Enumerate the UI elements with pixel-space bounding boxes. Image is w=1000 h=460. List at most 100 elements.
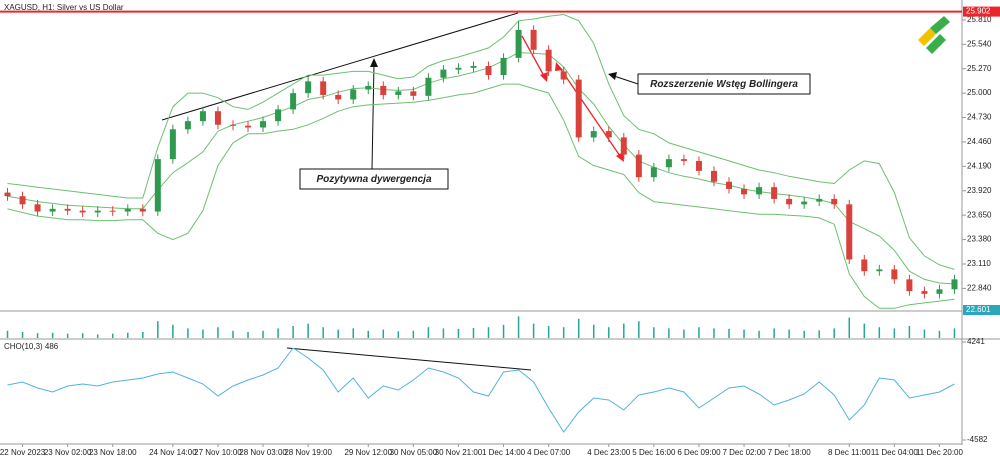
volume-bar	[337, 329, 339, 338]
volume-bar	[142, 332, 144, 338]
arrowhead	[370, 58, 378, 67]
candle-body	[94, 210, 101, 213]
x-tick-label: 27 Nov 10:00	[194, 448, 242, 457]
candle-body	[891, 269, 898, 280]
candle-body	[936, 289, 943, 294]
volume-bar	[848, 317, 851, 338]
volume-bar	[547, 326, 550, 338]
candle-body	[365, 85, 372, 90]
volume-bar	[262, 330, 264, 338]
candle-body	[49, 208, 56, 212]
volume-bar	[908, 326, 911, 338]
price-label-box	[963, 305, 1000, 315]
x-tick-label: 6 Dec 09:00	[677, 448, 721, 457]
candle-body	[305, 81, 312, 94]
candle-body	[876, 269, 883, 272]
chart-title: XAGUSD, H1: Silver vs US Dollar	[4, 3, 124, 12]
volume-bar	[758, 330, 760, 338]
candle-body	[124, 208, 131, 212]
candle-body	[500, 57, 507, 76]
x-tick-label: 5 Dec 16:00	[632, 448, 676, 457]
volume-bar	[172, 324, 174, 338]
volume-bar	[938, 330, 941, 338]
candle-body	[350, 89, 357, 100]
trend-line	[161, 12, 519, 121]
volume-bar	[292, 326, 294, 338]
volume-bar	[728, 328, 730, 338]
volume-bar	[562, 327, 565, 338]
arrowhead	[540, 72, 548, 82]
volume-bar	[127, 332, 129, 338]
volume-bar	[683, 329, 685, 338]
volume-bar	[96, 334, 99, 338]
volume-bar	[532, 323, 535, 338]
volume-bar	[187, 328, 189, 338]
arrow	[521, 35, 545, 77]
x-tick-label: 11 Dec 20:00	[916, 448, 964, 457]
candle-body	[695, 160, 702, 171]
y-tick-label: 25.000	[967, 88, 992, 97]
candle-body	[545, 49, 552, 72]
candle-body	[109, 210, 116, 212]
y-tick-label: 23.650	[967, 210, 992, 219]
volume-bar	[457, 328, 460, 338]
candle-body	[184, 121, 191, 130]
volume-bar	[352, 328, 354, 338]
volume-bar	[111, 333, 114, 338]
candle-body	[771, 187, 778, 199]
y-tick-label: 25.810	[967, 15, 992, 24]
candle-body	[710, 170, 717, 182]
volume-bar	[202, 329, 204, 338]
candle-body	[515, 29, 522, 58]
x-tick-label: 11 Dec 04:00	[871, 448, 919, 457]
price-line-label-box	[963, 6, 1000, 17]
volume-bar	[277, 328, 279, 338]
volume-bar	[397, 331, 400, 338]
candle-body	[425, 77, 432, 96]
volume-bar	[592, 324, 595, 338]
candle-body	[816, 198, 823, 202]
volume-bar	[833, 328, 835, 338]
volume-bar	[668, 328, 670, 338]
x-tick-label: 4 Dec 23:00	[587, 448, 631, 457]
volume-bar	[517, 316, 520, 338]
volume-bar	[382, 329, 385, 338]
candle-body	[921, 291, 928, 294]
y-tick-label: 25.270	[967, 64, 992, 73]
volume-bar	[307, 323, 309, 338]
candle-body	[4, 192, 11, 197]
volume-bar	[803, 330, 805, 338]
volume-bar	[51, 332, 54, 338]
candle-body	[560, 71, 567, 80]
volume-bar	[863, 323, 866, 338]
volume-bar	[818, 330, 820, 338]
candle-body	[260, 121, 267, 128]
volume-bar	[623, 323, 625, 338]
candle-body	[861, 259, 868, 272]
x-tick-label: 23 Nov 02:00	[44, 448, 92, 457]
volume-bar	[638, 321, 640, 338]
volume-bar	[36, 333, 39, 338]
candle-body	[590, 131, 597, 138]
volume-bar	[232, 330, 234, 338]
volume-bar	[6, 330, 9, 338]
bollinger-band	[7, 83, 955, 309]
candle-body	[199, 111, 206, 122]
annotation-box	[299, 168, 449, 190]
y-tick-label: 24.730	[967, 113, 992, 122]
x-tick-label: 30 Nov 21:00	[435, 448, 483, 457]
candle-body	[906, 279, 913, 292]
y-tick-label: 23.380	[967, 235, 992, 244]
candle-body	[575, 79, 582, 138]
x-tick-label: 29 Nov 12:00	[344, 448, 392, 457]
arrow	[613, 75, 639, 85]
volume-bar	[66, 333, 69, 338]
candle-body	[846, 204, 853, 260]
x-tick-label: 7 Dec 02:00	[722, 448, 766, 457]
annotation-box	[637, 73, 811, 95]
candle-body	[245, 125, 252, 128]
volume-bar	[608, 327, 610, 338]
